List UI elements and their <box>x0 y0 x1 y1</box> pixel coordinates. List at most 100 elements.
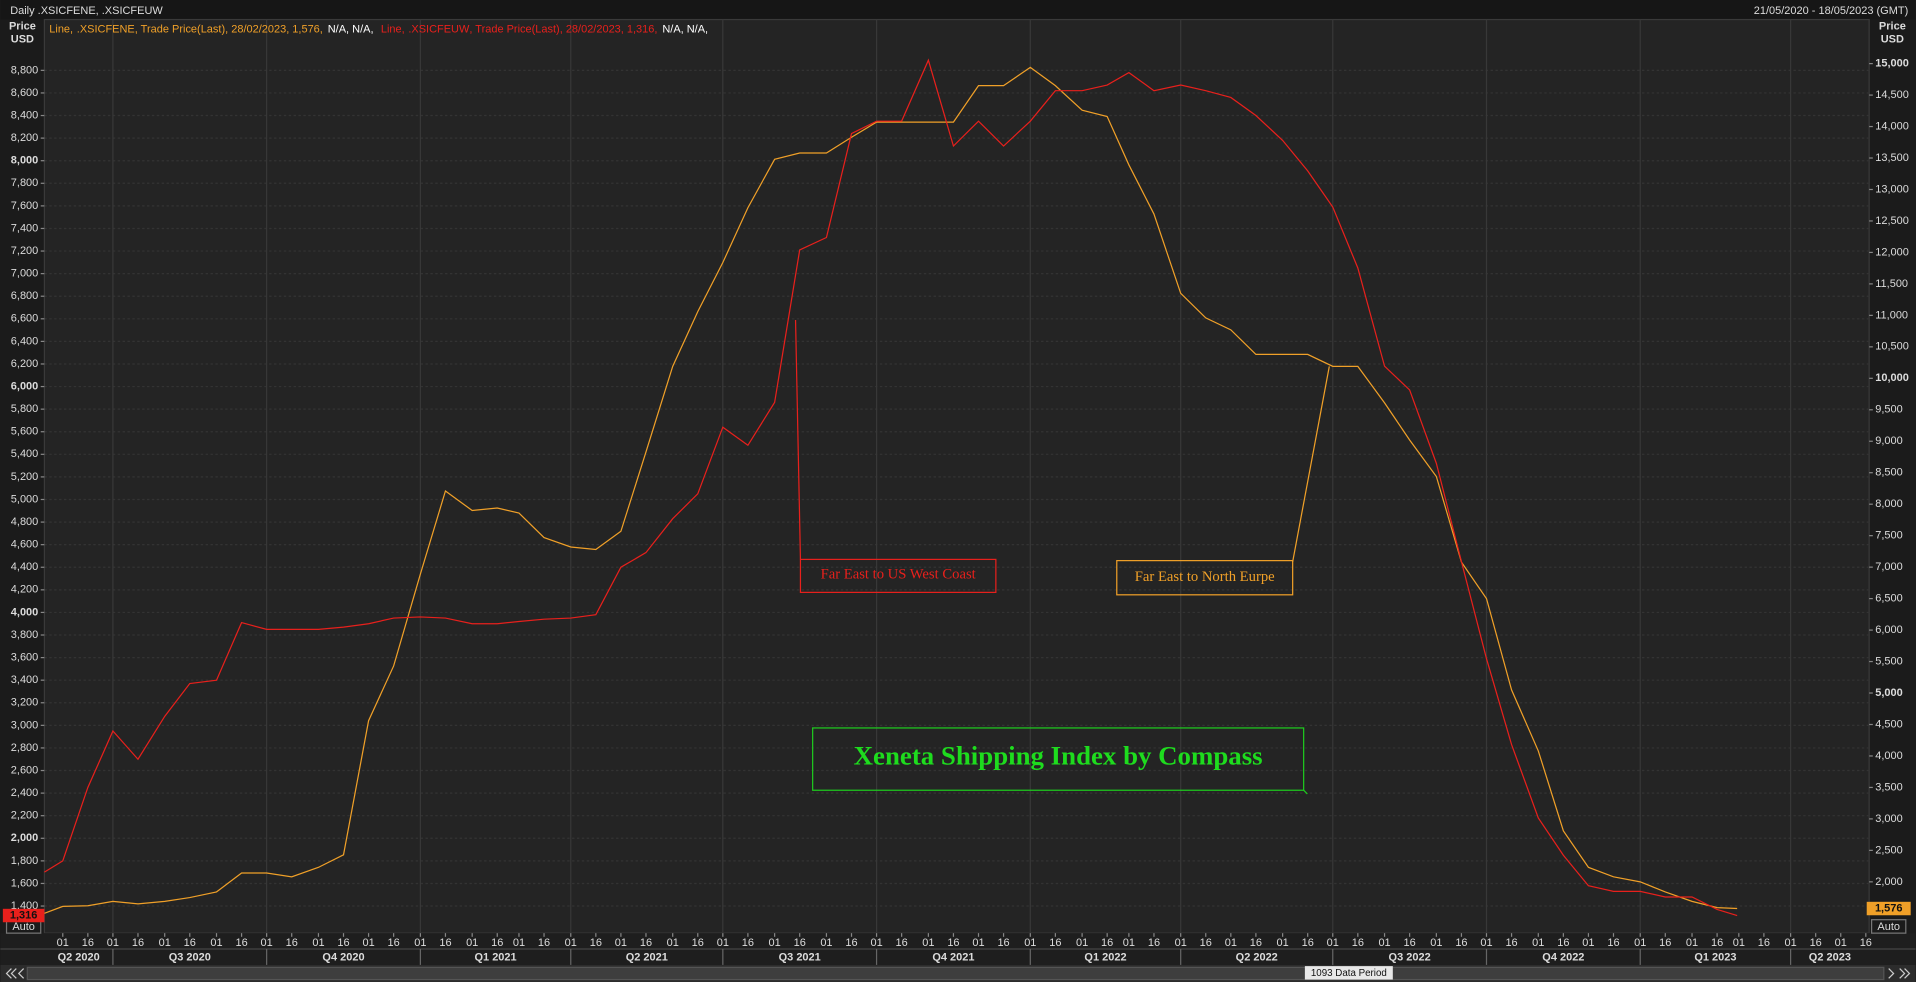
x-group-label: Q2 2020 <box>58 951 100 963</box>
x-tick-label: 01 <box>1733 937 1745 949</box>
y-tick-label: 7,400 <box>11 222 39 234</box>
header-bar <box>0 0 1916 20</box>
x-tick-label: 16 <box>388 937 400 949</box>
x-tick-label: 01 <box>1634 937 1646 949</box>
nav-prev[interactable] <box>17 968 25 979</box>
legend-extra: N/A, N/A, <box>328 23 374 35</box>
y2-tick-label: 3,000 <box>1875 813 1903 825</box>
auto-button[interactable] <box>1870 919 1907 934</box>
y2-tick-label: 6,000 <box>1875 624 1903 636</box>
x-tick-label: 01 <box>565 937 577 949</box>
x-group-label: Q1 2022 <box>1084 951 1126 963</box>
y2-tick-label: 12,000 <box>1875 246 1909 258</box>
y2-tick-label: 6,500 <box>1875 593 1903 605</box>
x-tick-label: 16 <box>997 937 1009 949</box>
x-tick-label: 16 <box>132 937 144 949</box>
chart-title: Xeneta Shipping Index by Compass <box>854 741 1263 771</box>
y-tick-label: 4,800 <box>11 516 39 528</box>
y-axis-title-box: Price USD <box>8 19 36 46</box>
x-tick-label: 16 <box>235 937 247 949</box>
y-tick-label: 7,200 <box>11 245 39 257</box>
y-tick-label: 8,000 <box>11 155 39 167</box>
y-axis-title: Price USD <box>8 19 36 46</box>
y2-tick-label: 8,500 <box>1875 467 1903 479</box>
x-tick-label: 01 <box>1835 937 1847 949</box>
x-tick-label: 16 <box>1200 937 1212 949</box>
x-tick-label: 01 <box>1024 937 1036 949</box>
x-tick-label: 01 <box>107 937 119 949</box>
y2-tick-label: 11,000 <box>1875 309 1908 321</box>
y2-tick-label: 13,000 <box>1875 183 1909 195</box>
x-tick-label: 16 <box>337 937 349 949</box>
x-tick-label: 01 <box>769 937 781 949</box>
auto-label[interactable]: Auto <box>12 921 35 933</box>
x-tick-label: 16 <box>947 937 959 949</box>
y-tick-label: 8,200 <box>11 132 39 144</box>
y-tick-label: 4,600 <box>11 539 39 551</box>
x-tick-label: 16 <box>692 937 704 949</box>
x-tick-label: 16 <box>1659 937 1671 949</box>
x-tick-label: 01 <box>1327 937 1339 949</box>
y2-tick-label: 10,000 <box>1875 372 1909 384</box>
legend-name: .XSICFEUW <box>408 23 470 35</box>
scroll-thumb[interactable] <box>26 966 1885 981</box>
legend: Line, .XSICFENE, Trade Price(Last), 28/02… <box>49 23 708 35</box>
title-box <box>812 727 1305 791</box>
nav-next[interactable] <box>1888 968 1895 979</box>
x-tick-label: 16 <box>1404 937 1416 949</box>
y2-axis-title-box: Price USD <box>1878 19 1906 46</box>
last-value-box <box>1866 901 1911 916</box>
x-tick-label: 01 <box>1532 937 1544 949</box>
y-tick-label: 2,600 <box>11 764 39 776</box>
y2-tick-label: 5,500 <box>1875 655 1903 667</box>
y-tick-label: 3,200 <box>11 697 39 709</box>
y2-tick-label: 3,500 <box>1875 781 1903 793</box>
x-tick-label: 01 <box>1175 937 1187 949</box>
nav-last[interactable] <box>1899 968 1911 979</box>
y2-tick-label: 10,500 <box>1875 341 1909 353</box>
y2-tick-label: 9,500 <box>1875 404 1903 416</box>
x-tick-label: 01 <box>1430 937 1442 949</box>
y2-tick-label: 5,000 <box>1875 687 1903 699</box>
y-tick-label: 6,200 <box>11 358 39 370</box>
x-tick-label: 01 <box>1277 937 1289 949</box>
y2-tick-label: 11,500 <box>1875 278 1908 290</box>
x-tick-label: 01 <box>870 937 882 949</box>
y-tick-label: 8,800 <box>11 64 39 76</box>
x-tick-label: 16 <box>845 937 857 949</box>
nav-first[interactable] <box>5 968 17 979</box>
x-tick-label: 01 <box>57 937 69 949</box>
x-tick-label: 16 <box>491 937 503 949</box>
y-tick-label: 2,200 <box>11 810 39 822</box>
series-line <box>44 58 1738 917</box>
y-tick-label: 3,800 <box>11 629 39 641</box>
y2-tick-label: 2,000 <box>1875 876 1903 888</box>
annotation-leader <box>794 319 802 560</box>
y-tick-label: 7,000 <box>11 268 39 280</box>
y-tick-label: 6,000 <box>11 380 39 392</box>
y-tick-label: 3,000 <box>11 719 39 731</box>
auto-label[interactable]: Auto <box>1877 921 1900 933</box>
annotation-leader <box>1292 366 1330 562</box>
x-tick-label: 01 <box>922 937 934 949</box>
y-tick-label: 5,200 <box>11 471 39 483</box>
y-tick-label: 6,600 <box>11 313 39 325</box>
x-tick-label: 16 <box>1758 937 1770 949</box>
y-tick-label: 6,800 <box>11 290 39 302</box>
y2-tick-label: 4,500 <box>1875 718 1903 730</box>
y-tick-label: 5,600 <box>11 426 39 438</box>
x-tick-label: 01 <box>1582 937 1594 949</box>
date-range: 21/05/2020 - 18/05/2023 (GMT) <box>1754 5 1908 17</box>
x-tick-label: 16 <box>1250 937 1262 949</box>
annotation-box <box>1116 560 1294 596</box>
y2-axis-title: Price USD <box>1878 19 1906 46</box>
x-tick-label: 01 <box>1076 937 1088 949</box>
x-tick-label: 16 <box>1557 937 1569 949</box>
x-tick-label: 01 <box>312 937 324 949</box>
x-tick-label: 01 <box>362 937 374 949</box>
y2-tick-label: 14,000 <box>1875 120 1909 132</box>
x-tick-label: 01 <box>820 937 832 949</box>
annotation-box <box>799 558 997 593</box>
y2-tick-label: 9,000 <box>1875 435 1903 447</box>
